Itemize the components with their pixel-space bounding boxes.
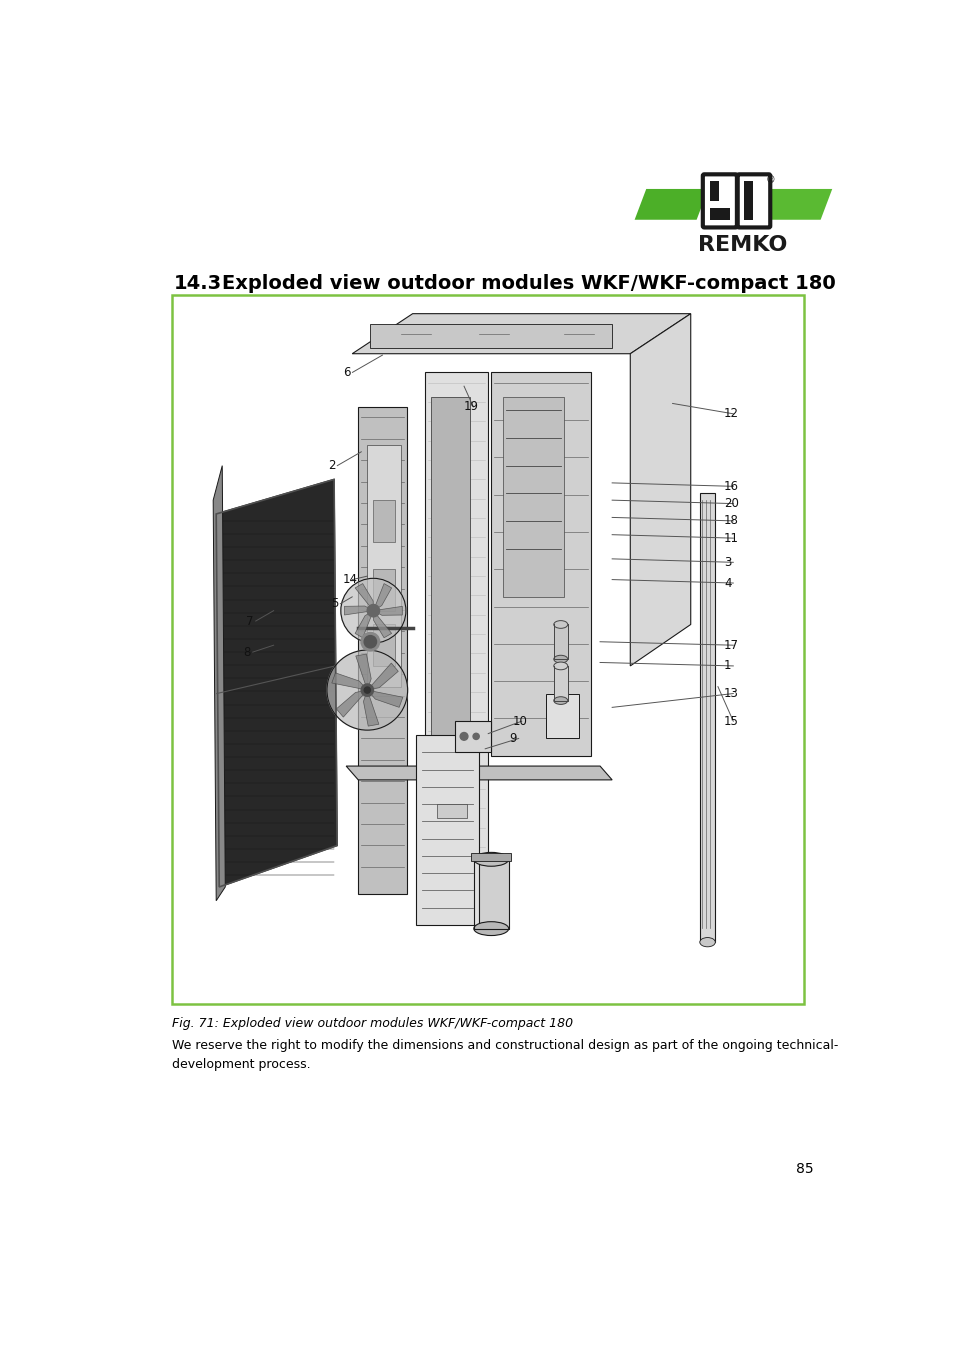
Text: 4: 4 [723, 576, 731, 590]
Polygon shape [216, 479, 336, 887]
Bar [700, 493, 715, 942]
Text: Fig. 71: Exploded view outdoor modules WKF/WKF-compact 180: Fig. 71: Exploded view outdoor modules W… [172, 1018, 573, 1030]
Text: 5: 5 [331, 597, 338, 610]
Polygon shape [352, 313, 690, 354]
Text: 2: 2 [328, 459, 335, 472]
Text: 19: 19 [463, 401, 478, 413]
Ellipse shape [553, 662, 567, 670]
Polygon shape [355, 610, 373, 637]
Circle shape [364, 636, 376, 648]
Circle shape [459, 733, 467, 740]
Bar [373, 625, 395, 666]
Text: 15: 15 [723, 714, 738, 728]
Text: 16: 16 [723, 479, 739, 493]
Bar [743, 181, 753, 220]
Text: 11: 11 [723, 532, 739, 544]
Ellipse shape [474, 852, 508, 867]
Bar [358, 406, 406, 894]
FancyBboxPatch shape [737, 174, 769, 227]
Text: 13: 13 [723, 687, 738, 701]
Circle shape [361, 684, 374, 697]
Bar [431, 397, 470, 845]
Bar [503, 397, 563, 597]
Bar [545, 694, 578, 738]
Bar [172, 296, 803, 1003]
Ellipse shape [474, 922, 508, 936]
Bar [373, 570, 395, 610]
Bar [709, 208, 729, 220]
Text: 12: 12 [723, 408, 739, 420]
Polygon shape [346, 765, 612, 780]
Text: We reserve the right to modify the dimensions and constructional design as part : We reserve the right to modify the dimen… [172, 1040, 838, 1071]
Ellipse shape [553, 697, 567, 705]
Polygon shape [373, 606, 402, 616]
Circle shape [364, 687, 370, 693]
Text: 85: 85 [795, 1162, 812, 1176]
Polygon shape [373, 583, 392, 610]
Text: ®: ® [764, 176, 774, 185]
Bar [367, 446, 400, 687]
Polygon shape [355, 583, 373, 610]
Text: 3: 3 [723, 556, 731, 568]
Circle shape [327, 651, 407, 730]
Text: 8: 8 [243, 645, 251, 659]
Ellipse shape [553, 655, 567, 663]
Bar [491, 373, 590, 756]
Text: 20: 20 [723, 497, 738, 510]
Circle shape [360, 633, 379, 651]
Circle shape [473, 733, 478, 740]
Polygon shape [758, 189, 831, 220]
Circle shape [367, 605, 379, 617]
Polygon shape [363, 690, 378, 726]
Bar [471, 853, 511, 861]
Circle shape [340, 578, 405, 643]
Bar [373, 500, 395, 541]
Text: 6: 6 [343, 366, 351, 379]
Polygon shape [332, 672, 367, 690]
Polygon shape [367, 690, 402, 707]
Ellipse shape [553, 621, 567, 628]
Polygon shape [630, 313, 690, 666]
Text: 14: 14 [343, 574, 357, 586]
Text: 9: 9 [509, 732, 517, 745]
Bar [455, 721, 491, 752]
Bar [436, 805, 467, 818]
Text: 7: 7 [246, 614, 253, 628]
Bar [553, 666, 567, 701]
Polygon shape [213, 466, 225, 900]
Bar [709, 181, 719, 201]
Bar [474, 860, 508, 929]
Text: REMKO: REMKO [698, 235, 787, 255]
Bar [424, 373, 488, 873]
Text: 18: 18 [723, 514, 738, 528]
Polygon shape [367, 663, 397, 690]
Bar [370, 324, 612, 348]
FancyBboxPatch shape [702, 174, 736, 227]
Bar [553, 625, 567, 659]
Ellipse shape [700, 937, 715, 946]
Text: Exploded view outdoor modules WKF/WKF-compact 180: Exploded view outdoor modules WKF/WKF-co… [221, 274, 835, 293]
Polygon shape [336, 690, 367, 717]
Polygon shape [373, 610, 392, 637]
Polygon shape [344, 606, 373, 616]
Polygon shape [634, 189, 707, 220]
Text: 17: 17 [723, 639, 739, 652]
Bar [416, 734, 478, 925]
Text: 14.3: 14.3 [173, 274, 221, 293]
Polygon shape [355, 653, 371, 690]
Text: 10: 10 [512, 714, 527, 728]
Text: 1: 1 [723, 659, 731, 672]
